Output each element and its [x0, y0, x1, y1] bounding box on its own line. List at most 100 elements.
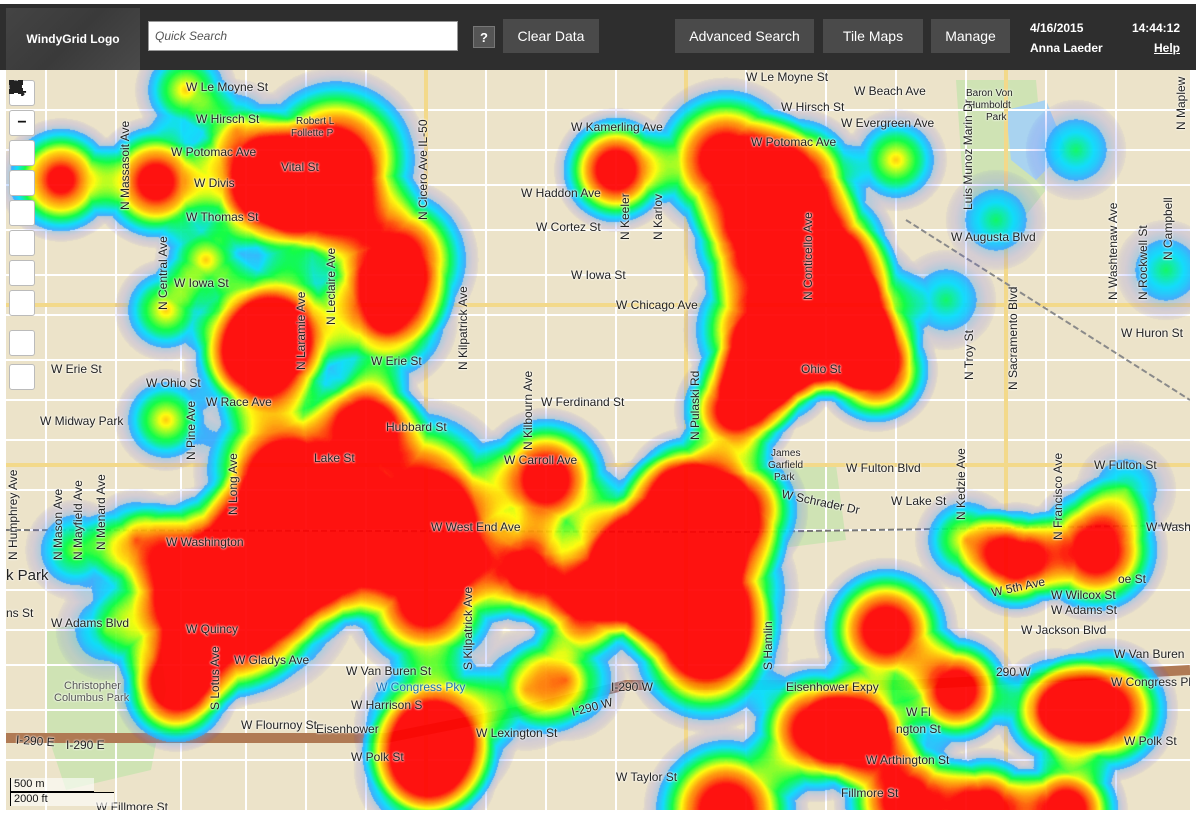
heatmap-map[interactable]: W Le Moyne St W Le Moyne St W Hirsch St …: [6, 70, 1190, 810]
draw-circle-icon[interactable]: [9, 82, 35, 316]
street-label: W Midway Park: [40, 414, 124, 428]
street-label: S Kilpatrick Ave: [461, 586, 475, 670]
street-label: N Mason Ave: [51, 488, 65, 560]
scale-meters: 500 m: [10, 778, 94, 792]
help-link[interactable]: Help: [1153, 41, 1180, 55]
street-label: W Adams St: [1051, 603, 1118, 617]
street-label: N Humphrey Ave: [6, 469, 20, 561]
street-label: W Washington: [166, 535, 244, 549]
street-label: W Congress Pk: [1111, 675, 1190, 689]
tile-maps-button[interactable]: Tile Maps: [823, 19, 923, 53]
street-label: W Flournoy St: [241, 718, 318, 732]
street-label: N Mayfield Ave: [71, 480, 85, 560]
street-label: Ohio St: [801, 362, 842, 376]
street-label: W Taylor St: [616, 770, 678, 784]
street-label: N Long Ave: [226, 453, 240, 515]
highway-label: I-290 E: [66, 738, 105, 752]
street-label: W Ferdinand St: [541, 395, 625, 409]
street-label: W Race Ave: [206, 395, 272, 409]
street-label: W Kamerling Ave: [571, 120, 663, 134]
street-label: W Quincy: [186, 622, 239, 636]
street-label: N Troy St: [962, 329, 976, 380]
street-label: W Haddon Ave: [521, 186, 601, 200]
park-label: k Park: [6, 567, 49, 584]
park-label: Follette P: [291, 128, 334, 139]
street-label: W Le Moyne St: [746, 70, 829, 84]
street-label: N Keeler: [618, 193, 632, 240]
street-label: Luis Munoz Marin Dr: [961, 99, 975, 210]
session-info: 4/16/2015 14:44:12 Anna Laeder Help: [1030, 18, 1180, 58]
street-label: W Iowa St: [174, 276, 229, 290]
street-label: W West End Ave: [431, 520, 521, 534]
street-label: W Fillmore St: [96, 800, 168, 810]
locate-arrow-icon[interactable]: [9, 81, 35, 196]
highway-label: Eisenhower Expy: [786, 680, 879, 694]
highway-label: I-290 E: [15, 732, 56, 750]
street-label: Vital St: [281, 160, 319, 174]
park-label: Christopher: [64, 680, 121, 692]
street-label: ngton St: [896, 722, 941, 736]
street-label: N Massasoit Ave: [118, 120, 132, 210]
park-label: Park: [774, 472, 795, 483]
street-label: W Huron St: [1121, 326, 1184, 340]
street-label: W Augusta Blvd: [951, 230, 1036, 244]
zoom-out-button[interactable]: −: [9, 110, 35, 136]
park-label: Baron Von: [966, 88, 1013, 99]
street-label: W Thomas St: [186, 210, 259, 224]
street-label: N Sacramento Blvd: [1006, 286, 1020, 390]
street-label: N Laramie Ave: [294, 291, 308, 371]
street-label: N Leclaire Ave: [324, 247, 338, 325]
highway-label: 290 W: [996, 665, 1031, 679]
street-label: W Congress Pky: [376, 680, 466, 694]
heat-layer: [6, 70, 1190, 810]
manage-button[interactable]: Manage: [931, 19, 1010, 53]
street-label: W Fl: [906, 705, 931, 719]
draw-polygon-icon[interactable]: [9, 81, 35, 256]
fullscreen-icon[interactable]: [9, 80, 35, 390]
street-label: N Kilbourn Ave: [521, 370, 535, 450]
street-label: W Hirsch St: [781, 100, 845, 114]
street-label: N Campbell: [1161, 197, 1175, 260]
top-toolbar: WindyGrid Logo ? Clear Data Advanced Sea…: [0, 0, 1196, 70]
street-label: N Rockwell St: [1136, 225, 1150, 300]
street-label: oe St: [1118, 572, 1147, 586]
street-label: W Gladys Ave: [234, 653, 310, 667]
street-label: W Lake St: [891, 494, 947, 508]
street-label: W Van Buren: [1114, 647, 1185, 661]
street-label: W Wilcox St: [1051, 588, 1116, 602]
street-label: N Washtenaw Ave: [1106, 202, 1120, 300]
street-label: W Jackson Blvd: [1021, 623, 1107, 637]
user-name: Anna Laeder: [1030, 41, 1103, 55]
advanced-search-button[interactable]: Advanced Search: [675, 19, 814, 53]
current-time: 14:44:12: [1131, 21, 1180, 35]
highway-label: I-290 W: [611, 680, 654, 694]
street-label: N Francisco Ave: [1051, 452, 1065, 540]
street-label: N Central Ave: [156, 236, 170, 310]
street-label: W Beach Ave: [854, 84, 926, 98]
clear-data-button[interactable]: Clear Data: [503, 19, 599, 53]
street-label: W Fulton Blvd: [846, 461, 921, 475]
park-label: James: [771, 448, 801, 459]
street-label: W Erie St: [371, 354, 422, 368]
street-label: W Harrison S: [351, 698, 423, 712]
street-label: Fillmore St: [841, 786, 899, 800]
street-label: W Ohio St: [146, 376, 201, 390]
street-label: N Menard Ave: [94, 474, 108, 550]
globe-icon[interactable]: [9, 81, 35, 166]
current-date: 4/16/2015: [1030, 21, 1084, 35]
zoom-box-icon[interactable]: [9, 80, 35, 356]
street-label: W Iowa St: [571, 268, 626, 282]
street-label: N Cicero Ave IL-50: [416, 119, 430, 221]
windygrid-logo[interactable]: WindyGrid Logo: [6, 8, 140, 70]
street-label: ns St: [6, 606, 34, 620]
street-label: Lake St: [314, 451, 355, 465]
quick-search-input[interactable]: [148, 21, 458, 51]
scale-feet: 2000 ft: [10, 792, 114, 806]
search-help-button[interactable]: ?: [473, 26, 495, 48]
street-label: W Lexington St: [476, 726, 558, 740]
draw-rectangle-icon[interactable]: [9, 82, 35, 286]
street-label: N Kilpatrick Ave: [456, 286, 470, 370]
draw-line-icon[interactable]: [9, 80, 35, 226]
street-label: N Kedzie Ave: [954, 448, 968, 520]
street-label: N Maplew: [1174, 76, 1188, 130]
